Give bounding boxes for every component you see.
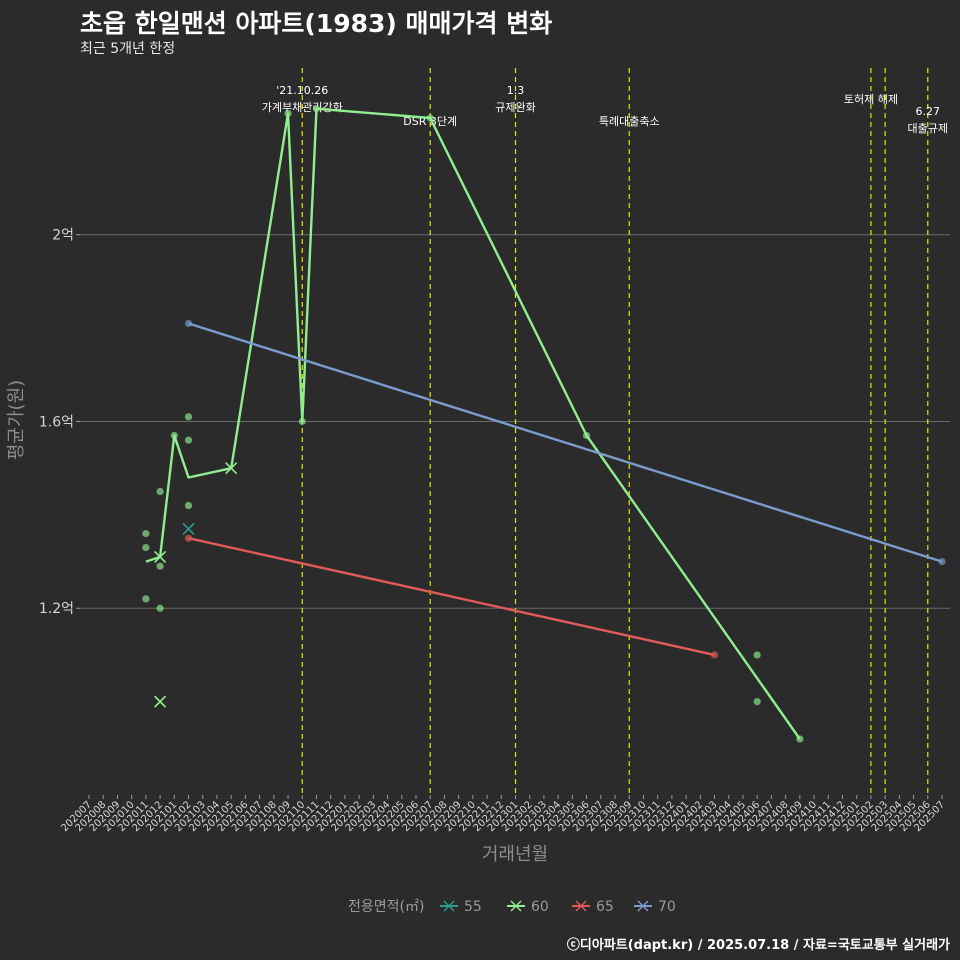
x-axis-ticks: 2020072020082020092020102020112020122021… xyxy=(59,795,947,834)
event-label: 토허제 해제 xyxy=(844,92,898,106)
data-point-60 xyxy=(184,413,193,421)
data-point-x-60 xyxy=(154,550,167,563)
data-point-60 xyxy=(184,436,193,444)
data-point-65 xyxy=(184,534,193,542)
legend-key-marker-65 xyxy=(575,900,587,912)
data-point-60 xyxy=(753,698,761,706)
series-55 xyxy=(182,522,195,535)
data-point-65 xyxy=(710,651,719,659)
legend-label-60: 60 xyxy=(531,899,549,915)
data-point-x-60 xyxy=(225,462,238,475)
legend-key-marker-60 xyxy=(510,900,522,912)
event-label: 규제완화 xyxy=(495,101,535,114)
legend-label-70: 70 xyxy=(658,899,676,915)
data-point-60 xyxy=(753,651,761,659)
legend-key-marker-70 xyxy=(637,900,649,912)
data-point-60 xyxy=(582,431,591,440)
y-tick-label: 2억 xyxy=(52,228,74,244)
data-point-60 xyxy=(156,562,164,570)
chart-subtitle: 최근 5개년 한정 xyxy=(80,41,176,57)
data-point-60 xyxy=(156,487,164,496)
legend-label-55: 55 xyxy=(464,899,482,915)
event-label: 가계부채관리강화 xyxy=(262,101,343,114)
data-point-60 xyxy=(426,114,434,122)
data-point-x-55 xyxy=(182,522,195,535)
data-point-70 xyxy=(184,319,193,328)
y-tick-label: 1.2억 xyxy=(39,601,74,617)
series-65 xyxy=(184,534,719,659)
series-line-65 xyxy=(188,537,715,657)
series-layer xyxy=(142,105,946,743)
x-axis-title: 거래년월 xyxy=(482,844,548,865)
series-line-70 xyxy=(188,322,943,563)
event-label: '21.10.26 xyxy=(276,84,328,97)
event-label: 1.3 xyxy=(507,84,525,97)
data-point-60 xyxy=(156,604,164,612)
data-point-60 xyxy=(142,543,150,552)
y-tick-label: 1.6억 xyxy=(39,414,74,430)
chart-title: 초읍 한일맨션 아파트(1983) 매매가격 변화 xyxy=(80,9,553,38)
data-point-60 xyxy=(284,109,292,117)
data-point-60 xyxy=(796,735,804,743)
data-point-60 xyxy=(142,529,150,538)
credit-footer: ⓒ디아파트(dapt.kr) / 2025.07.18 / 자료=국토교통부 실… xyxy=(566,938,950,953)
event-label: 6.27 xyxy=(916,105,941,118)
series-line-60 xyxy=(145,107,801,740)
y-axis-ticks: 1.2억 1.6억 2억 xyxy=(39,228,80,617)
legend-title: 전용면적(㎡) xyxy=(348,899,424,915)
legend: 전용면적(㎡) 55 60 65 70 xyxy=(348,899,676,915)
data-point-70 xyxy=(938,557,946,566)
event-label: 특례대출축소 xyxy=(599,115,660,128)
legend-key-marker-55 xyxy=(443,900,455,912)
data-point-60 xyxy=(312,105,321,113)
event-label: 대출규제 xyxy=(908,122,948,135)
legend-label-65: 65 xyxy=(596,899,614,915)
series-70 xyxy=(184,319,946,566)
y-axis-title: 평균가(원) xyxy=(6,380,27,460)
data-point-60 xyxy=(142,595,150,603)
data-point-x-60 xyxy=(154,695,167,708)
data-point-60 xyxy=(184,501,193,510)
data-point-60 xyxy=(170,431,178,440)
data-point-60 xyxy=(298,417,306,426)
series-60 xyxy=(142,105,804,743)
